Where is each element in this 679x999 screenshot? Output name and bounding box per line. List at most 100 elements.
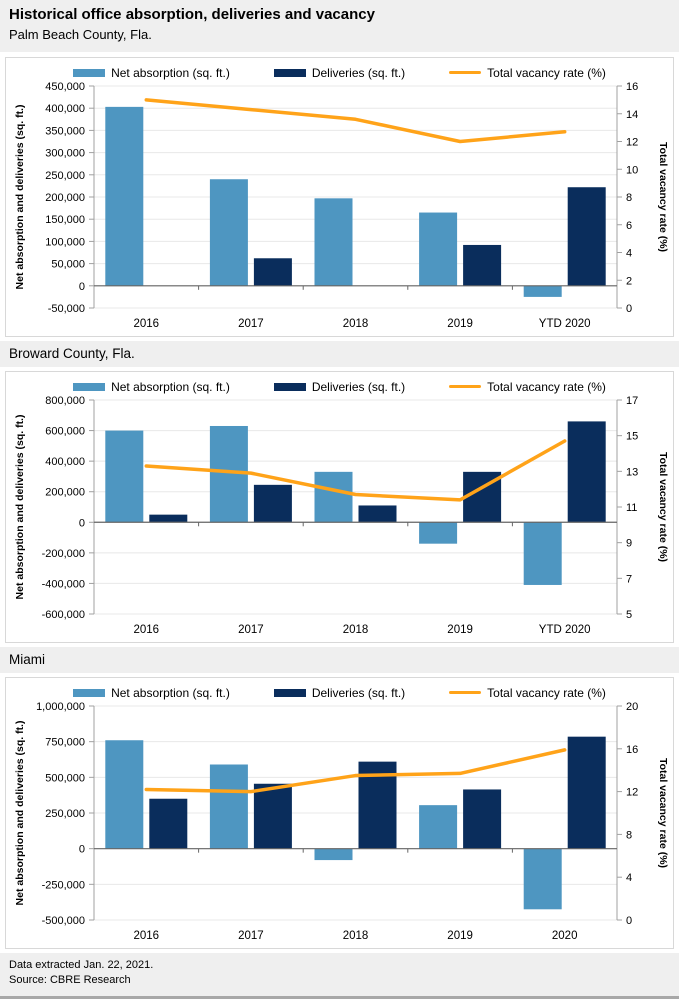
- vacancy-rate-line: [144, 97, 567, 143]
- left-axis-tick-label: 800,000: [45, 395, 85, 407]
- right-axis-tick-label: 6: [626, 219, 632, 231]
- left-axis-tick-label: 250,000: [45, 808, 85, 820]
- chart-panel-miami: Net absorption (sq. ft.) Deliveries (sq.…: [5, 676, 674, 949]
- legend-item-vacancy-rate: Total vacancy rate (%): [449, 380, 606, 394]
- bar-net-absorption-2017: [209, 178, 248, 286]
- category-label-2020: 2020: [552, 930, 578, 942]
- vacancy-line-swatch-icon: [449, 71, 482, 75]
- legend-item-vacancy-rate: Total vacancy rate (%): [449, 66, 606, 80]
- bar-net-absorption-2020: [523, 848, 562, 909]
- legend-label-vacancy-rate: Total vacancy rate (%): [487, 379, 606, 394]
- left-axis-tick-label: 0: [79, 517, 85, 529]
- legend-item-deliveries: Deliveries (sq. ft.): [273, 685, 406, 700]
- net-absorption-swatch-icon: [73, 382, 106, 391]
- right-axis-tick-label: 5: [626, 609, 632, 621]
- right-axis-tick-label: 0: [626, 915, 632, 927]
- left-axis-tick-label: -400,000: [42, 578, 85, 590]
- right-axis-tick-label: 8: [626, 829, 632, 841]
- category-label-2016: 2016: [134, 930, 160, 942]
- left-axis-tick-label: 0: [79, 843, 85, 855]
- bar-net-absorption-YTD 2020: [523, 285, 562, 297]
- chart-svg: -50,000 0 50,000 100,000 150,000 200,000 250,0…: [14, 81, 669, 330]
- left-axis-tick-label: 200,000: [45, 192, 85, 204]
- chart-svg: -600,000 -400,000 -200,000 0 200,000 400,000 6…: [14, 395, 669, 636]
- left-axis-tick-label: 450,000: [45, 81, 85, 93]
- left-axis-tick-label: -50,000: [48, 303, 85, 315]
- right-axis-tick-label: 14: [626, 108, 638, 120]
- category-label-2017: 2017: [238, 624, 264, 636]
- left-axis-title: Net absorption and deliveries (sq. ft.): [14, 720, 26, 905]
- category-label-2016: 2016: [134, 318, 160, 330]
- legend-label-deliveries: Deliveries (sq. ft.): [311, 65, 406, 80]
- bar-net-absorption-2016: [105, 106, 144, 286]
- left-axis-tick-label: 600,000: [45, 425, 85, 437]
- bar-deliveries-2016: [149, 798, 188, 849]
- vacancy-rate-line: [144, 438, 567, 502]
- left-axis-tick-label: 50,000: [51, 258, 85, 270]
- bar-net-absorption-2019: [419, 212, 458, 286]
- category-label-2017: 2017: [238, 930, 264, 942]
- legend-item-net-absorption: Net absorption (sq. ft.): [73, 686, 230, 700]
- left-axis-tick-label: 150,000: [45, 214, 85, 226]
- right-axis-tick-label: 4: [626, 872, 632, 884]
- right-axis-title: Total vacancy rate (%): [657, 452, 669, 562]
- chart-panel-palm-beach: Net absorption (sq. ft.) Deliveries (sq.…: [5, 56, 674, 337]
- bar-net-absorption-2018: [314, 471, 353, 522]
- section-title-miami: Miami: [0, 646, 679, 673]
- legend-label-deliveries: Deliveries (sq. ft.): [311, 685, 406, 700]
- category-label-2018: 2018: [343, 624, 369, 636]
- net-absorption-swatch-icon: [73, 68, 106, 77]
- left-axis-title: Net absorption and deliveries (sq. ft.): [14, 414, 26, 599]
- legend-item-vacancy-rate: Total vacancy rate (%): [449, 686, 606, 700]
- left-axis-tick-label: -600,000: [42, 609, 85, 621]
- left-axis-tick-label: 750,000: [45, 736, 85, 748]
- chart-legend: Net absorption (sq. ft.) Deliveries (sq.…: [6, 678, 673, 700]
- category-label-YTD 2020: YTD 2020: [539, 318, 591, 330]
- chart-palm-beach: -50,000 0 50,000 100,000 150,000 200,000 250,0…: [6, 80, 673, 336]
- bar-net-absorption-YTD 2020: [523, 521, 562, 585]
- chart-panel-broward: Net absorption (sq. ft.) Deliveries (sq.…: [5, 370, 674, 643]
- right-axis-tick-label: 12: [626, 786, 638, 798]
- right-axis-tick-label: 8: [626, 192, 632, 204]
- bar-deliveries-2017: [253, 484, 292, 522]
- category-label-2019: 2019: [447, 624, 473, 636]
- legend-label-net-absorption: Net absorption (sq. ft.): [111, 685, 230, 700]
- left-axis-tick-label: 1,000,000: [36, 701, 85, 713]
- legend-label-net-absorption: Net absorption (sq. ft.): [111, 65, 230, 80]
- bar-deliveries-2018: [358, 505, 397, 522]
- section-title-palm-beach: Palm Beach County, Fla.: [9, 26, 152, 42]
- right-axis-tick-label: 10: [626, 164, 638, 176]
- left-axis-tick-label: 0: [79, 280, 85, 292]
- right-axis-tick-label: 16: [626, 743, 638, 755]
- footer-source: Source: CBRE Research: [9, 974, 131, 987]
- category-label-2019: 2019: [447, 930, 473, 942]
- bar-deliveries-2017: [253, 257, 292, 286]
- bar-net-absorption-2018: [314, 848, 353, 860]
- category-label-2018: 2018: [343, 318, 369, 330]
- report-header: Historical office absorption, deliveries…: [0, 0, 679, 52]
- right-axis-tick-label: 9: [626, 537, 632, 549]
- left-axis-tick-label: 250,000: [45, 169, 85, 181]
- legend-label-net-absorption: Net absorption (sq. ft.): [111, 379, 230, 394]
- category-label-YTD 2020: YTD 2020: [539, 624, 591, 636]
- right-axis-tick-label: 16: [626, 81, 638, 93]
- vacancy-line-swatch-icon: [449, 385, 482, 389]
- right-axis-tick-label: 17: [626, 395, 638, 407]
- left-axis-tick-label: 200,000: [45, 486, 85, 498]
- right-axis-tick-label: 4: [626, 247, 632, 259]
- vacancy-rate-line: [144, 747, 567, 793]
- chart-legend: Net absorption (sq. ft.) Deliveries (sq.…: [6, 58, 673, 80]
- right-axis-tick-label: 2: [626, 275, 632, 287]
- bar-net-absorption-2018: [314, 197, 353, 286]
- bar-net-absorption-2016: [105, 430, 144, 522]
- deliveries-swatch-icon: [273, 688, 306, 697]
- left-axis-tick-label: 500,000: [45, 772, 85, 784]
- deliveries-swatch-icon: [273, 68, 306, 77]
- legend-label-vacancy-rate: Total vacancy rate (%): [487, 65, 606, 80]
- bar-net-absorption-2016: [105, 739, 144, 849]
- bar-deliveries-2019: [463, 244, 502, 286]
- left-axis-tick-label: -200,000: [42, 547, 85, 559]
- right-axis-tick-label: 13: [626, 466, 638, 478]
- left-axis-tick-label: 350,000: [45, 125, 85, 137]
- bar-deliveries-2020: [567, 736, 606, 849]
